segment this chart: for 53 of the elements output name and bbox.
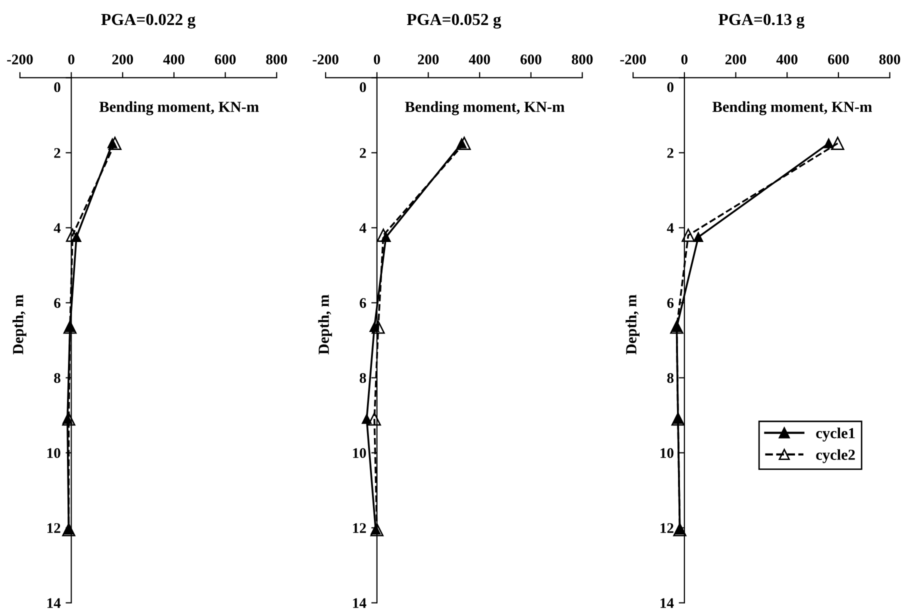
- y-tick-label: 14: [353, 598, 366, 608]
- chart-title: PGA=0.052 g: [406, 14, 502, 29]
- y-tick-label: 0: [667, 82, 674, 92]
- x-tick-label: 800: [266, 54, 288, 64]
- x-tick-label: 0: [374, 54, 380, 64]
- y-tick-label: 2: [667, 148, 674, 158]
- y-tick-label: 10: [353, 448, 366, 458]
- x-tick-label: 600: [520, 54, 542, 64]
- y-tick-label: 8: [54, 373, 60, 383]
- y-tick-label: 4: [54, 223, 61, 233]
- x-tick-label: 600: [828, 54, 849, 64]
- x-tick-label: 0: [68, 54, 74, 64]
- y-axis-title: Depth, m: [318, 294, 332, 354]
- x-tick-label: 400: [776, 54, 798, 64]
- y-tick-label: 0: [360, 82, 366, 92]
- x-axis-title: Bending moment, KN-m: [712, 101, 872, 116]
- y-tick-label: 6: [54, 298, 60, 308]
- x-tick-label: 200: [418, 54, 439, 64]
- x-tick-label: 0: [681, 54, 688, 64]
- y-tick-label: 6: [360, 298, 366, 308]
- x-tick-label: -200: [620, 54, 646, 64]
- x-tick-label: 200: [725, 54, 746, 64]
- x-tick-label: 800: [572, 54, 593, 64]
- x-tick-label: -200: [7, 54, 33, 64]
- y-tick-label: 10: [47, 448, 60, 458]
- legend-label: cycle2: [816, 449, 855, 464]
- y-tick-label: 4: [359, 223, 366, 233]
- y-tick-label: 0: [54, 82, 60, 92]
- x-tick-label: 400: [468, 54, 490, 64]
- y-tick-label: 2: [360, 148, 366, 158]
- y-tick-label: 12: [660, 523, 674, 533]
- x-tick-label: 600: [214, 54, 236, 64]
- x-tick-label: 400: [163, 54, 184, 64]
- x-axis-title: Bending moment, KN-m: [99, 101, 259, 116]
- y-tick-label: 8: [667, 373, 674, 383]
- x-axis-title: Bending moment, KN-m: [405, 101, 564, 116]
- y-tick-label: 12: [47, 523, 60, 533]
- y-axis-title: Depth, m: [626, 294, 640, 354]
- x-tick-label: -200: [312, 54, 338, 64]
- legend-label: cycle1: [816, 428, 855, 442]
- chart-title: PGA=0.022 g: [101, 14, 196, 29]
- y-tick-label: 10: [660, 448, 674, 458]
- y-tick-label: 8: [360, 373, 366, 383]
- y-tick-label: 14: [660, 598, 674, 608]
- chart-title: PGA=0.13 g: [718, 14, 804, 29]
- y-tick-label: 12: [353, 523, 366, 533]
- y-axis-title: Depth, m: [12, 294, 26, 354]
- y-tick-label: 4: [666, 223, 674, 233]
- x-tick-label: 200: [112, 54, 134, 64]
- y-tick-label: 2: [54, 148, 60, 158]
- y-tick-label: 14: [47, 598, 61, 608]
- x-tick-label: 800: [879, 54, 900, 64]
- y-tick-label: 6: [667, 298, 674, 308]
